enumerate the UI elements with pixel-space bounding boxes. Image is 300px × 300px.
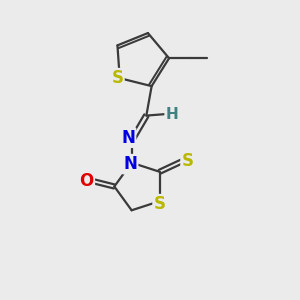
Text: S: S xyxy=(111,69,123,87)
Text: O: O xyxy=(80,172,94,190)
Text: S: S xyxy=(182,152,194,170)
Text: N: N xyxy=(121,129,135,147)
Text: N: N xyxy=(123,155,137,173)
Text: S: S xyxy=(154,195,166,213)
Text: H: H xyxy=(166,106,178,122)
